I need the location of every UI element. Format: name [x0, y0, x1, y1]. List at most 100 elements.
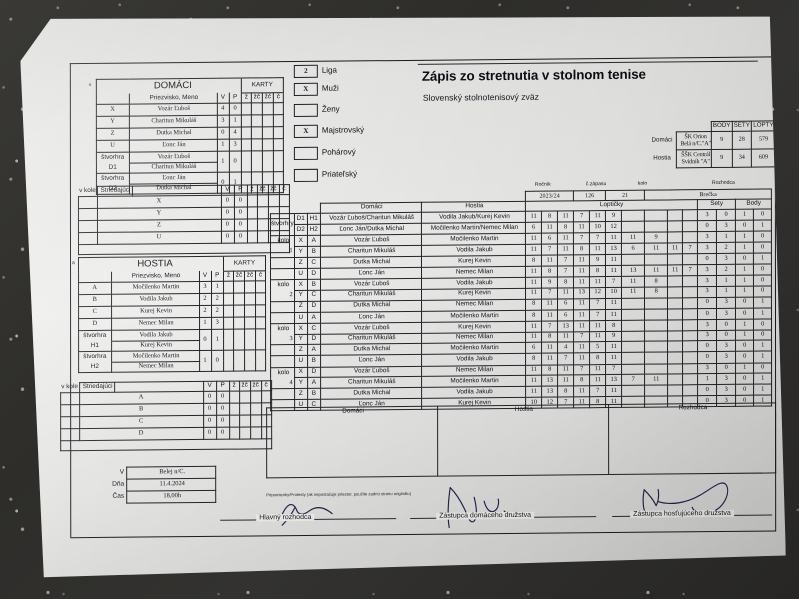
- match-row-16-point-0: 0: [736, 384, 754, 395]
- hostia-karty-z: ž: [224, 271, 234, 282]
- checkbox-muzi-box[interactable]: X: [294, 83, 318, 96]
- domaci-row-2-name: Dutka Michal: [129, 127, 217, 140]
- match-row-12-ball-3: 11: [574, 342, 590, 353]
- match-row-2-ball-7: 9: [645, 232, 668, 243]
- match-row-1-set-0: 0: [698, 221, 717, 232]
- match-row-5-ball-8: 11: [668, 265, 683, 276]
- domaci-col-p: P: [229, 93, 242, 104]
- liga-value-box[interactable]: 2: [294, 65, 318, 78]
- match-row-15-ball-1: 13: [542, 375, 558, 386]
- match-row-13-ball-0: 8: [526, 354, 542, 365]
- hostia-sub-col-p: P: [216, 381, 229, 391]
- match-row-14-ball-8: [668, 363, 683, 374]
- domaci-d1-v: 1: [217, 151, 229, 172]
- match-row-1-ball-7: [645, 221, 668, 232]
- hostia-corner-mark: a: [72, 260, 75, 267]
- match-row-6-h: X: [294, 280, 307, 291]
- hostia-sub-col-v: V: [203, 381, 216, 391]
- checkbox-majstrovsky-box[interactable]: X: [294, 125, 318, 138]
- domaci-row-3-code: U: [96, 140, 129, 152]
- domaci-row-1-code: Y: [96, 116, 129, 128]
- match-row-9-ball-7: [645, 309, 668, 320]
- match-row-4-set-0: 0: [698, 253, 717, 264]
- match-row-12-set-1: 3: [717, 341, 736, 352]
- hostia-row-0-p: 1: [211, 281, 224, 293]
- venue-dna-label: Dňa: [112, 480, 125, 489]
- notes-domaci-box[interactable]: Domáci: [267, 406, 438, 478]
- match-row-3-ball-3: 8: [574, 244, 590, 255]
- match-row-15-set-0: 1: [698, 374, 717, 385]
- match-row-3-ball-1: 7: [542, 244, 558, 255]
- scoreboard-home-row: Domáci ŠK Orion Belá n/C."A" 9 28 579: [650, 131, 776, 150]
- domaci-sub-2-v: 0: [221, 219, 234, 231]
- match-row-3-point-1: 0: [754, 242, 772, 253]
- venue-v-value[interactable]: Belej n/C.: [127, 466, 216, 479]
- match-row-12-ball-4: 5: [590, 342, 606, 353]
- match-row-8-point-1: 1: [754, 296, 772, 307]
- match-row-16-ball-5: 11: [606, 385, 622, 396]
- scoreboard-away-lopty: 609: [752, 149, 776, 167]
- match-row-0-ball-1: 8: [542, 211, 558, 222]
- domaci-sub-1-v: 0: [221, 207, 234, 219]
- notes-rozhodca-box[interactable]: Rozhodca: [608, 403, 775, 475]
- domaci-karty-zc1: žč: [251, 92, 262, 103]
- match-row-6-ball-0: 11: [526, 277, 542, 288]
- venue-time-row: Čas 18,00h: [108, 490, 215, 503]
- match-row-0-set-1: 0: [717, 209, 736, 220]
- match-row-8-ball-6: [622, 298, 645, 309]
- hostia-sub-karty-zc1: žč: [239, 381, 250, 391]
- match-row-12-ball-8: [668, 341, 683, 352]
- match-row-4-ball-8: [668, 254, 683, 265]
- match-row-5-ball-6: 13: [622, 265, 645, 276]
- match-row-16-ball-3: 11: [574, 386, 590, 397]
- liga-label: Liga: [321, 65, 337, 76]
- match-row-7-set-1: 1: [717, 286, 736, 297]
- scoreboard-away-sety: 34: [732, 149, 752, 167]
- venue-dna-value[interactable]: 11.4.2024: [127, 478, 216, 491]
- match-row-0-ball-4: 11: [590, 211, 606, 222]
- checkbox-zeny[interactable]: Ženy: [294, 104, 340, 117]
- hostia-row-2-v: 2: [199, 305, 211, 317]
- domaci-d1-label: štvorhra: [96, 152, 129, 163]
- match-row-11-ball-4: 11: [590, 331, 606, 342]
- checkbox-poharovy[interactable]: Pohárový: [294, 146, 356, 160]
- match-row-11-ball-6: [622, 331, 645, 342]
- match-report-paper-sheet: Zápis zo stretnutia v stolnom tenise Slo…: [20, 4, 786, 581]
- match-row-9-ball-5: 11: [606, 309, 622, 320]
- match-row-16-ball-8: [668, 385, 683, 396]
- match-row-16-ball-0: 11: [526, 386, 542, 397]
- match-row-1-ball-1: 11: [542, 222, 558, 233]
- match-row-1-ball-0: 6: [526, 222, 542, 233]
- match-row-3-ball-7: 11: [645, 243, 668, 254]
- checkbox-zeny-box[interactable]: [294, 104, 318, 117]
- notes-hostia-box[interactable]: Hostia: [438, 405, 609, 477]
- match-row-13-point-1: 1: [754, 351, 772, 362]
- match-row-5-set-0: 3: [698, 264, 717, 275]
- match-row-12-ball-5: 11: [606, 342, 622, 353]
- match-row-2-ball-5: 11: [606, 233, 622, 244]
- match-row-5-ball-4: 8: [590, 265, 606, 276]
- checkbox-priatelsky[interactable]: Priateľský: [294, 168, 357, 182]
- venue-date-row: Dňa 11.4.2024: [108, 478, 215, 491]
- match-row-1-set-1: 3: [717, 220, 736, 231]
- domaci-row-1-p: 1: [229, 115, 242, 127]
- match-row-3-h: Y: [294, 246, 307, 257]
- match-row-0-set-0: 3: [698, 209, 717, 220]
- domaci-d1-code: D1: [96, 163, 129, 174]
- hostia-row-0-v: 3: [199, 281, 211, 293]
- checkbox-zeny-label: Ženy: [321, 104, 340, 115]
- match-row-1-a: H2: [307, 224, 320, 235]
- checkbox-majstrovsky[interactable]: X Majstrovský: [294, 124, 364, 138]
- checkbox-muzi[interactable]: X Muži: [294, 83, 339, 96]
- match-row-4-a: C: [307, 257, 320, 268]
- match-row-4-home: Dutka Michal: [320, 256, 421, 268]
- match-row-8-ball-9: [683, 297, 698, 308]
- match-row-13-ball-5: 11: [606, 353, 622, 364]
- hostia-h2-p: 0: [211, 350, 224, 371]
- checkbox-priatelsky-box[interactable]: [294, 169, 318, 182]
- checkbox-poharovy-box[interactable]: [294, 147, 318, 160]
- venue-cas-value[interactable]: 18,00h: [127, 490, 216, 503]
- match-row-14-ball-4: 11: [590, 364, 606, 375]
- match-row-15-ball-9: [683, 374, 698, 385]
- match-row-5-ball-7: 11: [645, 265, 668, 276]
